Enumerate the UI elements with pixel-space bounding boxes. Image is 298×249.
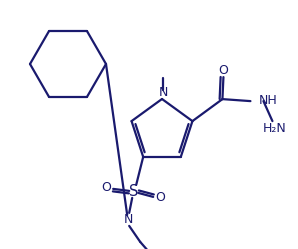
Text: N: N [123, 213, 133, 226]
Text: O: O [101, 181, 111, 194]
Text: O: O [218, 63, 228, 77]
Text: O: O [155, 191, 165, 204]
Text: S: S [128, 185, 138, 199]
Text: N: N [158, 85, 168, 99]
Text: H₂N: H₂N [263, 122, 286, 135]
Text: NH: NH [258, 94, 277, 107]
